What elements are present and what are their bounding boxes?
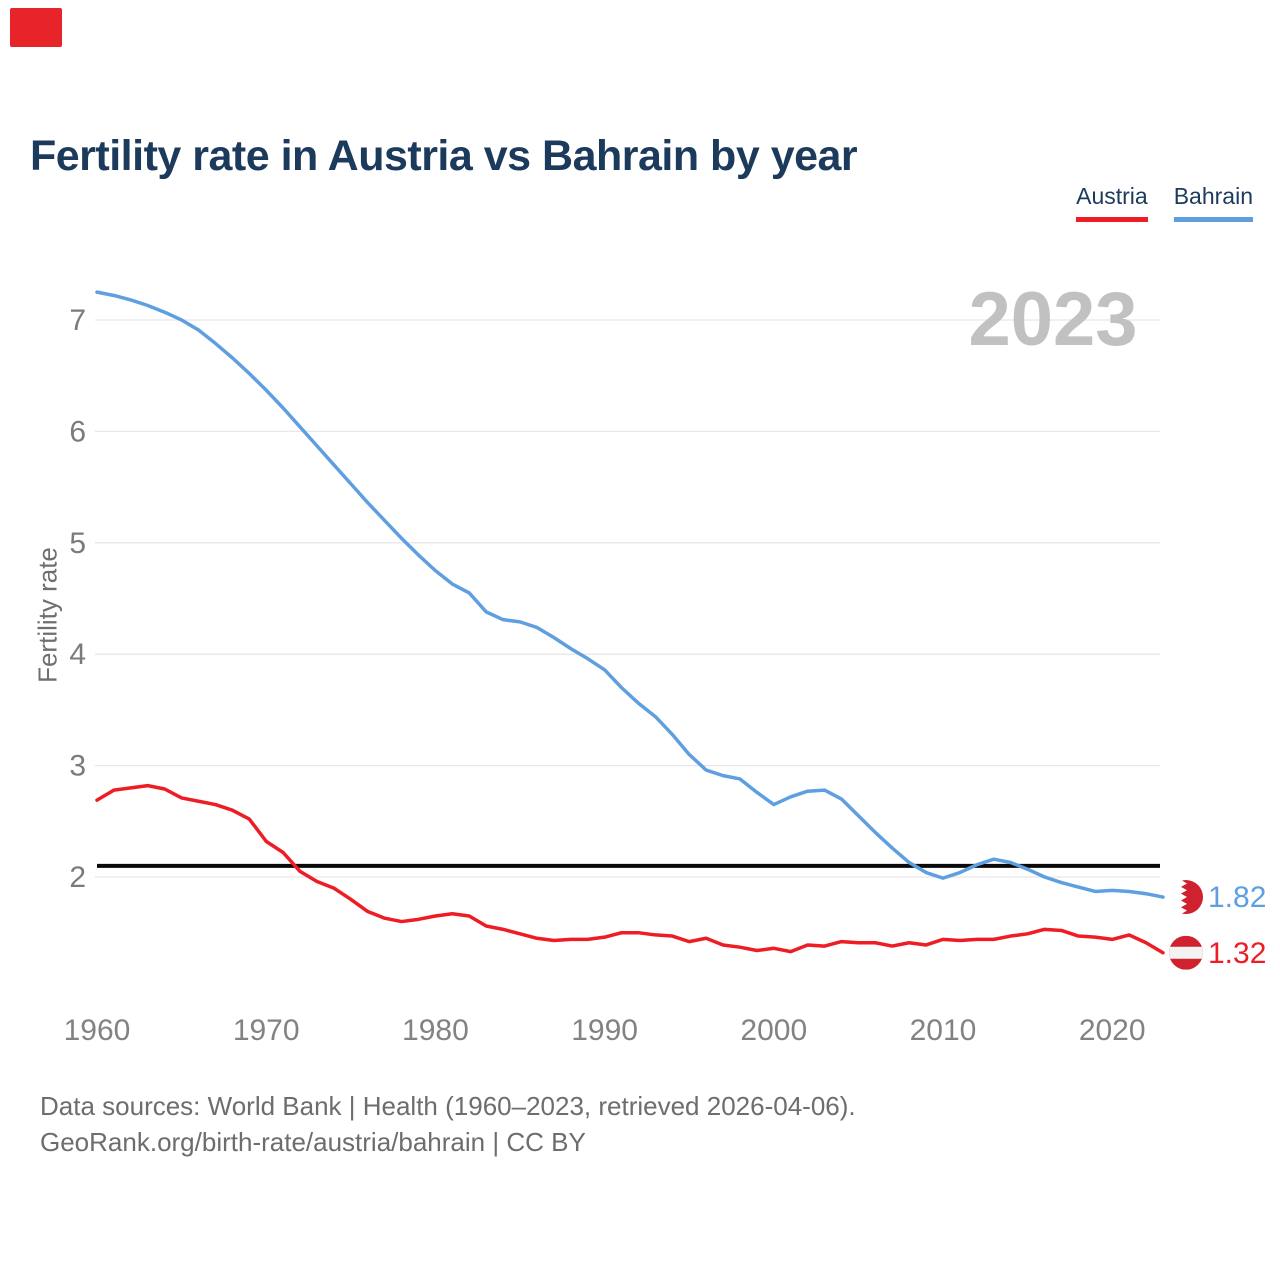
legend-item-bahrain[interactable]: Bahrain xyxy=(1173,183,1253,222)
legend-label-austria: Austria xyxy=(1076,183,1148,209)
page-title: Fertility rate in Austria vs Bahrain by … xyxy=(30,131,858,180)
bahrain-flag-icon xyxy=(1169,880,1203,915)
footer-source-line: Data sources: World Bank | Health (1960–… xyxy=(40,1091,856,1121)
austria-flag-icon xyxy=(1169,935,1203,970)
y-tick-label: 2 xyxy=(69,861,86,894)
x-tick-label: 1970 xyxy=(233,1014,300,1047)
y-tick-label: 7 xyxy=(69,304,86,337)
line-bahrain xyxy=(95,290,1165,899)
y-tick-label: 6 xyxy=(69,415,86,448)
footer-attribution-line: GeoRank.org/birth-rate/austria/bahrain |… xyxy=(40,1127,586,1157)
brand-logo xyxy=(10,8,62,47)
watermark-year: 2023 xyxy=(968,277,1137,362)
footer: Data sources: World Bank | Health (1960–… xyxy=(40,1088,856,1160)
x-tick-label: 2020 xyxy=(1079,1014,1146,1047)
legend-label-bahrain: Bahrain xyxy=(1173,183,1253,209)
legend-item-austria[interactable]: Austria xyxy=(1076,183,1148,222)
end-value-label-austria: 1.32 xyxy=(1208,937,1266,970)
y-tick-label: 5 xyxy=(69,527,86,560)
x-tick-label: 1990 xyxy=(571,1014,638,1047)
x-tick-label: 2000 xyxy=(740,1014,807,1047)
end-value-label-bahrain: 1.82 xyxy=(1208,881,1266,914)
x-tick-label: 1980 xyxy=(402,1014,469,1047)
line-austria xyxy=(95,783,1165,955)
y-tick-label: 4 xyxy=(69,638,86,671)
x-tick-label: 1960 xyxy=(64,1014,131,1047)
y-tick-label: 3 xyxy=(69,750,86,783)
x-tick-label: 2010 xyxy=(910,1014,977,1047)
legend: Austria Bahrain xyxy=(1076,183,1253,222)
